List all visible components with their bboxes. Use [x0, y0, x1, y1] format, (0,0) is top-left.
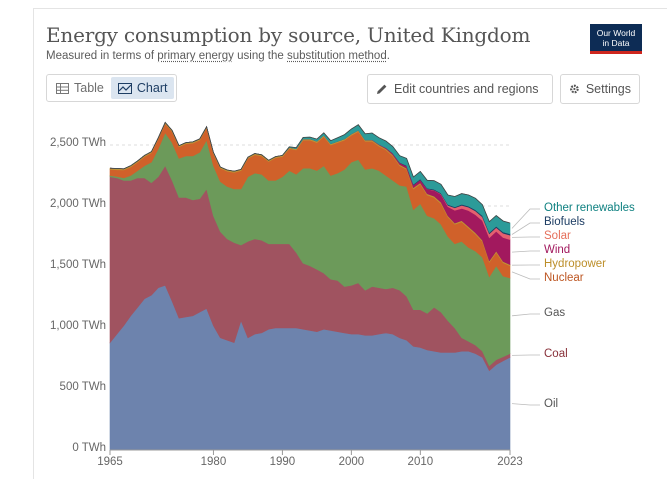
y-tick-label: 0 TWh	[44, 442, 106, 454]
legend-item-solar[interactable]: Solar	[544, 230, 571, 242]
x-tick-label: 1965	[90, 456, 130, 468]
legend-leader-line	[512, 404, 540, 405]
y-tick-label: 2,500 TWh	[44, 137, 106, 149]
legend-leader-line	[512, 314, 540, 316]
legend-item-oil[interactable]: Oil	[544, 398, 558, 410]
x-tick-label: 2000	[331, 456, 371, 468]
legend-leader-line	[512, 272, 540, 279]
legend-item-biofuels[interactable]: Biofuels	[544, 216, 585, 228]
x-tick-label: 2023	[490, 456, 530, 468]
x-tick-label: 1990	[262, 456, 302, 468]
legend-item-coal[interactable]: Coal	[544, 348, 568, 360]
y-tick-label: 2,000 TWh	[44, 198, 106, 210]
x-tick-label: 2010	[400, 456, 440, 468]
legend-item-nuclear[interactable]: Nuclear	[544, 272, 584, 284]
legend-item-wind[interactable]: Wind	[544, 244, 570, 256]
y-tick-label: 500 TWh	[44, 381, 106, 393]
legend-item-gas[interactable]: Gas	[544, 307, 565, 319]
legend-leader-line	[512, 223, 540, 235]
legend-leader-line	[512, 251, 540, 252]
x-tick-label: 1980	[193, 456, 233, 468]
y-tick-label: 1,000 TWh	[44, 320, 106, 332]
legend-item-other-renewables[interactable]: Other renewables	[544, 202, 635, 214]
legend-item-hydropower[interactable]: Hydropower	[544, 258, 606, 270]
y-tick-label: 1,500 TWh	[44, 259, 106, 271]
